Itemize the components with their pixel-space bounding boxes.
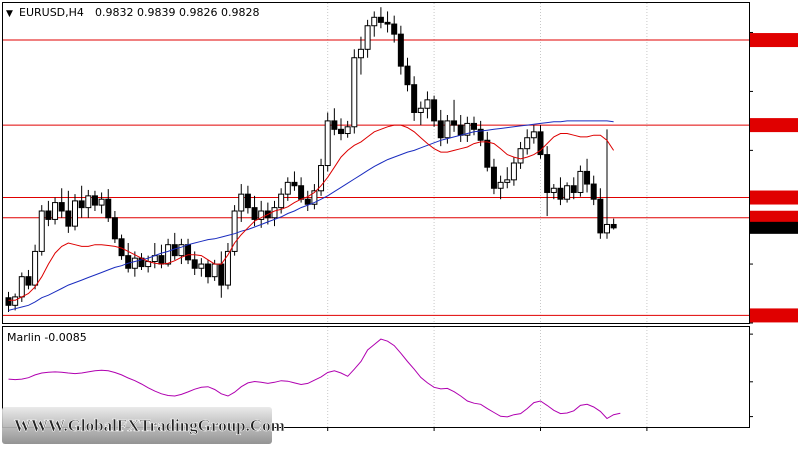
candle-body bbox=[398, 34, 403, 66]
candle-body bbox=[458, 125, 463, 135]
candle-body bbox=[192, 260, 197, 268]
candle-body bbox=[498, 182, 503, 188]
candle-body bbox=[46, 211, 51, 219]
candle-body bbox=[385, 22, 390, 24]
candle-body bbox=[491, 167, 496, 188]
candle-body bbox=[445, 121, 450, 138]
candle-body bbox=[485, 140, 490, 167]
candle-body bbox=[418, 108, 423, 112]
candle-body bbox=[332, 121, 337, 129]
candle-body bbox=[6, 298, 11, 306]
symbol-label: EURUSD,H4 bbox=[19, 6, 84, 19]
current-price-tag bbox=[750, 222, 798, 234]
candle-body bbox=[545, 155, 550, 193]
candle-body bbox=[518, 149, 523, 163]
candle-body bbox=[292, 182, 297, 185]
candle-body bbox=[578, 171, 583, 192]
candle-body bbox=[219, 264, 224, 285]
watermark-logo: WWW.GlobalFXTradingGroup.Com bbox=[2, 407, 285, 444]
candle-body bbox=[245, 194, 250, 207]
level-tag bbox=[750, 191, 798, 205]
candle-body bbox=[598, 199, 603, 233]
candle-body bbox=[565, 186, 570, 199]
candle-body bbox=[79, 201, 84, 208]
candle-body bbox=[166, 245, 171, 264]
candle-body bbox=[132, 258, 137, 268]
candle-body bbox=[26, 277, 31, 285]
candle-body bbox=[425, 100, 430, 108]
candle-body bbox=[252, 208, 257, 220]
candle-body bbox=[432, 100, 437, 121]
candle-body bbox=[392, 24, 397, 34]
candle-body bbox=[186, 245, 191, 260]
ohlc-readout: 0.9832 0.9839 0.9826 0.9828 bbox=[95, 6, 259, 19]
candle-body bbox=[438, 121, 443, 138]
indicator-label: Marlin -0.0085 bbox=[7, 331, 87, 344]
candle-body bbox=[372, 17, 377, 25]
candle-body bbox=[239, 194, 244, 211]
candle-body bbox=[99, 199, 104, 205]
candle-body bbox=[199, 264, 204, 268]
candle-body bbox=[13, 297, 18, 305]
level-tag bbox=[750, 33, 798, 47]
candle-body bbox=[112, 218, 117, 239]
candle-body bbox=[551, 188, 556, 192]
level-tag bbox=[750, 308, 798, 322]
candle-body bbox=[412, 85, 417, 113]
candle-body bbox=[325, 121, 330, 166]
candle-body bbox=[92, 196, 97, 205]
candle-body bbox=[106, 199, 111, 218]
candle-body bbox=[272, 208, 277, 218]
candle-body bbox=[159, 256, 164, 264]
candle-body bbox=[59, 203, 64, 211]
candle-body bbox=[299, 186, 304, 199]
candle-body bbox=[405, 66, 410, 85]
candle-body bbox=[66, 211, 71, 226]
collapse-arrow-icon[interactable]: ▼ bbox=[6, 9, 13, 19]
candle-body bbox=[39, 211, 44, 251]
candle-body bbox=[305, 199, 310, 204]
level-tag bbox=[750, 118, 798, 132]
candle-body bbox=[352, 58, 357, 127]
candle-body bbox=[358, 49, 363, 57]
candle-body bbox=[591, 184, 596, 199]
candle-body bbox=[531, 132, 536, 138]
candle-body bbox=[339, 129, 344, 133]
candle-body bbox=[285, 182, 290, 194]
candle-body bbox=[172, 245, 177, 256]
candle-body bbox=[611, 224, 616, 227]
candle-body bbox=[511, 163, 516, 180]
candle-body bbox=[378, 17, 383, 22]
candle-body bbox=[212, 264, 217, 277]
candle-body bbox=[605, 224, 610, 232]
candle-body bbox=[206, 264, 211, 277]
candle-body bbox=[19, 277, 24, 297]
svg-text:WWW.GlobalFXTradingGroup.Com: WWW.GlobalFXTradingGroup.Com bbox=[14, 416, 285, 435]
candle-body bbox=[73, 201, 78, 226]
candle-body bbox=[279, 194, 284, 207]
candle-body bbox=[558, 188, 563, 199]
candle-body bbox=[525, 138, 530, 149]
candle-body bbox=[53, 203, 58, 220]
candle-body bbox=[585, 171, 590, 184]
candle-body bbox=[452, 121, 457, 125]
candle-body bbox=[505, 180, 510, 183]
candle-body bbox=[365, 26, 370, 50]
candle-body bbox=[345, 127, 350, 134]
candle-body bbox=[86, 196, 91, 208]
candle-body bbox=[126, 256, 131, 269]
candle-body bbox=[472, 123, 477, 129]
candle-body bbox=[571, 186, 576, 193]
candle-body bbox=[33, 251, 38, 285]
